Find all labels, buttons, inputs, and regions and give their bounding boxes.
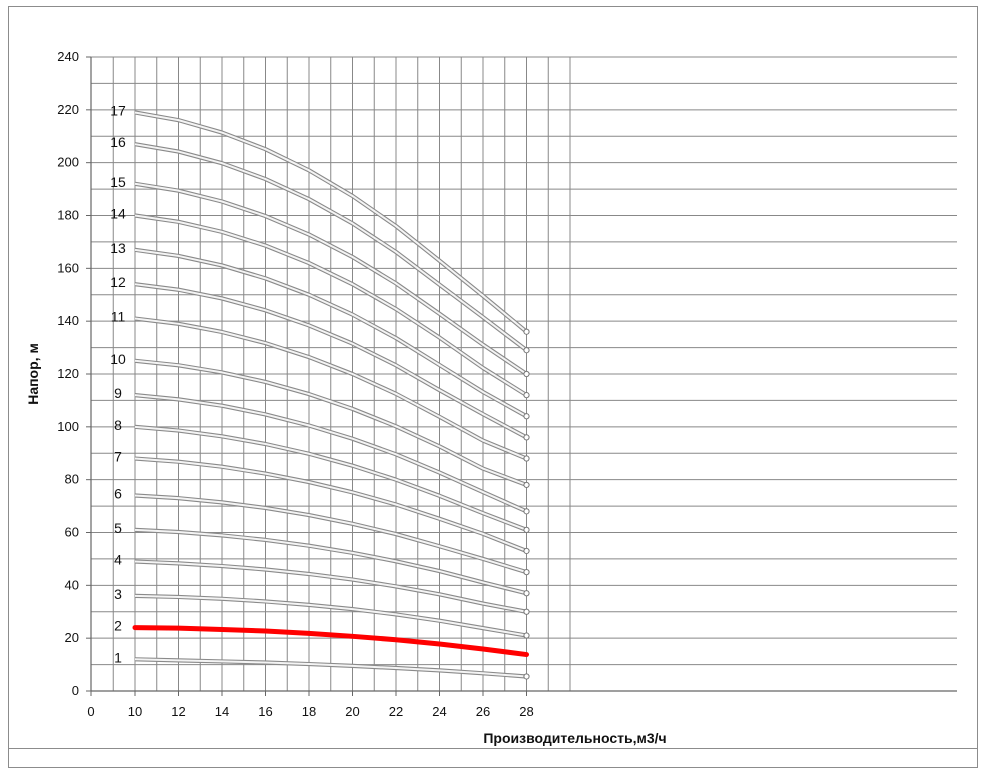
curve-17 xyxy=(134,111,528,333)
x-tick-label: 10 xyxy=(128,704,142,719)
curve-label-14: 14 xyxy=(110,206,126,222)
curve-8 xyxy=(134,425,527,531)
curve-label-2: 2 xyxy=(114,618,122,634)
x-tick-label: 16 xyxy=(258,704,272,719)
curve-3 xyxy=(134,594,527,637)
curve-label-3: 3 xyxy=(114,586,122,602)
curve-10-endpoint xyxy=(523,481,530,489)
curve-label-1: 1 xyxy=(114,649,122,665)
x-axis-title: Производительность,м3/ч xyxy=(483,730,666,746)
x-tick-label: 20 xyxy=(345,704,359,719)
curve-5 xyxy=(134,528,527,595)
y-tick-label: 100 xyxy=(57,419,79,434)
curve-label-13: 13 xyxy=(110,240,126,256)
curve-9-endpoint xyxy=(523,508,530,515)
curve-7-endpoint xyxy=(523,547,530,555)
curve-label-15: 15 xyxy=(110,174,126,190)
y-axis-title: Напор, м xyxy=(25,343,41,405)
curve-10 xyxy=(134,359,527,486)
curve-17-endpoint xyxy=(523,328,530,335)
y-tick-label: 220 xyxy=(57,102,79,117)
curve-14 xyxy=(134,214,528,396)
x-tick-label: 14 xyxy=(215,704,229,719)
curve-7 xyxy=(134,457,527,552)
curve-label-5: 5 xyxy=(114,520,122,536)
curve-3-endpoint xyxy=(523,632,530,639)
curve-label-4: 4 xyxy=(114,552,122,568)
y-tick-label: 20 xyxy=(65,630,79,645)
curve-12 xyxy=(134,283,527,439)
y-tick-label: 60 xyxy=(65,525,79,540)
curve-label-8: 8 xyxy=(114,417,122,433)
curve-6 xyxy=(134,494,527,574)
curve-4-endpoint xyxy=(523,608,530,615)
curve-8-endpoint xyxy=(523,526,530,533)
curve-14-endpoint xyxy=(523,392,530,399)
curve-16-endpoint xyxy=(523,347,530,354)
x-tick-label: 12 xyxy=(171,704,185,719)
curve-label-17: 17 xyxy=(110,102,126,118)
x-tick-label: 0 xyxy=(87,704,94,719)
curve-6-endpoint xyxy=(523,569,530,576)
y-tick-label: 240 xyxy=(57,49,79,64)
curves xyxy=(132,110,530,680)
y-tick-label: 140 xyxy=(57,313,79,328)
curve-label-12: 12 xyxy=(110,274,126,290)
curve-5-endpoint xyxy=(523,590,530,597)
y-tick-label: 160 xyxy=(57,260,79,275)
curve-label-6: 6 xyxy=(114,486,122,502)
y-tick-label: 80 xyxy=(65,472,79,487)
curve-1-endpoint xyxy=(523,673,530,680)
curve-2 xyxy=(132,625,529,658)
y-tick-label: 200 xyxy=(57,155,79,170)
curve-15-endpoint xyxy=(523,370,530,378)
x-tick-label: 18 xyxy=(302,704,316,719)
y-tick-label: 40 xyxy=(65,577,79,592)
y-tick-label: 0 xyxy=(72,683,79,698)
x-tick-label: 28 xyxy=(519,704,533,719)
curve-15 xyxy=(134,182,528,375)
x-tick-label: 22 xyxy=(389,704,403,719)
curve-13 xyxy=(134,248,527,418)
curve-12-endpoint xyxy=(523,434,530,441)
x-tick-label: 26 xyxy=(476,704,490,719)
y-tick-label: 180 xyxy=(57,208,79,223)
curve-label-16: 16 xyxy=(110,134,126,150)
x-tick-label: 24 xyxy=(432,704,446,719)
curve-4 xyxy=(134,560,527,613)
curve-16 xyxy=(134,143,528,352)
curve-label-11: 11 xyxy=(111,309,126,325)
curve-11-endpoint xyxy=(523,455,530,462)
curve-11 xyxy=(134,317,527,460)
curve-9 xyxy=(134,394,527,513)
curve-label-9: 9 xyxy=(114,385,122,401)
curve-13-endpoint xyxy=(523,413,530,420)
curve-label-7: 7 xyxy=(114,449,122,465)
curve-label-10: 10 xyxy=(110,351,126,367)
y-tick-label: 120 xyxy=(57,366,79,381)
curve-1 xyxy=(134,658,527,678)
